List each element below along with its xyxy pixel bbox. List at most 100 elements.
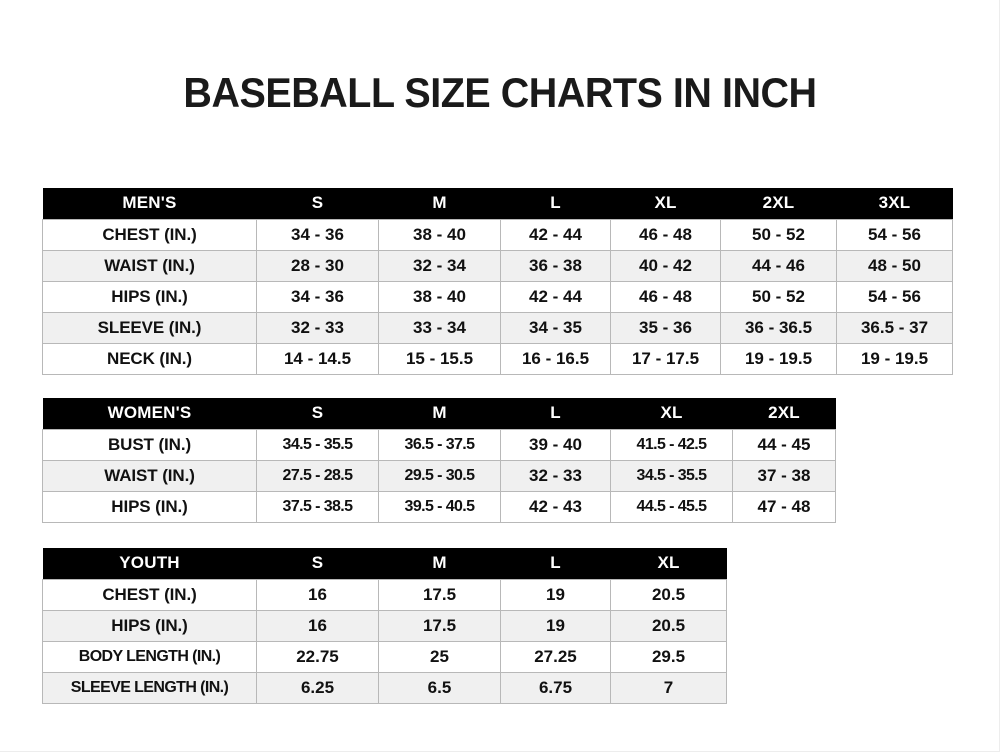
table-row: HIPS (IN.) 34 - 36 38 - 40 42 - 44 46 - 48 50… xyxy=(42,280,953,313)
youth-table-head: YOUTH S M L XL xyxy=(42,548,727,579)
womens-header-size-l: L xyxy=(500,398,611,429)
measurement-cell: 36 - 36.5 xyxy=(720,311,837,344)
measurement-cell: 38 - 40 xyxy=(378,280,501,313)
measurement-cell: 46 - 48 xyxy=(610,280,721,313)
measurement-cell: 27.5 - 28.5 xyxy=(256,459,379,492)
table-row: WAIST (IN.) 28 - 30 32 - 34 36 - 38 40 - 42 4… xyxy=(42,249,953,282)
row-label: SLEEVE LENGTH (IN.) xyxy=(42,671,257,704)
measurement-cell: 7 xyxy=(610,671,727,704)
measurement-cell: 27.25 xyxy=(500,640,611,673)
row-label: WAIST (IN.) xyxy=(42,249,257,282)
measurement-cell: 46 - 48 xyxy=(610,218,721,251)
measurement-cell: 19 xyxy=(500,609,611,642)
measurement-cell: 44 - 45 xyxy=(732,428,836,461)
measurement-cell: 41.5 - 42.5 xyxy=(610,428,733,461)
measurement-cell: 40 - 42 xyxy=(610,249,721,282)
measurement-cell: 39 - 40 xyxy=(500,428,611,461)
youth-header-size-l: L xyxy=(500,548,611,579)
measurement-cell: 35 - 36 xyxy=(610,311,721,344)
mens-size-table: MEN'S S M L XL 2XL 3XL CHEST (IN.) 34 - 3… xyxy=(42,188,953,375)
measurement-cell: 50 - 52 xyxy=(720,280,837,313)
youth-header-size-s: S xyxy=(256,548,379,579)
measurement-cell: 42 - 44 xyxy=(500,218,611,251)
measurement-cell: 20.5 xyxy=(610,609,727,642)
womens-table-head: WOMEN'S S M L XL 2XL xyxy=(42,398,836,429)
measurement-cell: 50 - 52 xyxy=(720,218,837,251)
measurement-cell: 37.5 - 38.5 xyxy=(256,490,379,523)
measurement-cell: 28 - 30 xyxy=(256,249,379,282)
measurement-cell: 37 - 38 xyxy=(732,459,836,492)
womens-header-size-s: S xyxy=(256,398,379,429)
womens-header-size-xl: XL xyxy=(610,398,733,429)
womens-table-body: BUST (IN.) 34.5 - 35.5 36.5 - 37.5 39 - 40 4… xyxy=(42,428,836,523)
measurement-cell: 16 xyxy=(256,578,379,611)
row-label: HIPS (IN.) xyxy=(42,609,257,642)
measurement-cell: 16 - 16.5 xyxy=(500,342,611,375)
measurement-cell: 42 - 44 xyxy=(500,280,611,313)
measurement-cell: 34.5 - 35.5 xyxy=(256,428,379,461)
measurement-cell: 20.5 xyxy=(610,578,727,611)
row-label: BUST (IN.) xyxy=(42,428,257,461)
measurement-cell: 15 - 15.5 xyxy=(378,342,501,375)
measurement-cell: 29.5 xyxy=(610,640,727,673)
womens-header-label: WOMEN'S xyxy=(42,398,257,429)
measurement-cell: 19 - 19.5 xyxy=(836,342,953,375)
womens-size-table: WOMEN'S S M L XL 2XL BUST (IN.) 34.5 - 35… xyxy=(42,398,836,523)
youth-header-row: YOUTH S M L XL xyxy=(42,548,727,579)
measurement-cell: 14 - 14.5 xyxy=(256,342,379,375)
measurement-cell: 44.5 - 45.5 xyxy=(610,490,733,523)
measurement-cell: 36.5 - 37 xyxy=(836,311,953,344)
measurement-cell: 17.5 xyxy=(378,578,501,611)
row-label: NECK (IN.) xyxy=(42,342,257,375)
measurement-cell: 6.75 xyxy=(500,671,611,704)
table-row: CHEST (IN.) 16 17.5 19 20.5 xyxy=(42,578,727,611)
mens-header-label: MEN'S xyxy=(42,188,257,219)
row-label: CHEST (IN.) xyxy=(42,578,257,611)
measurement-cell: 33 - 34 xyxy=(378,311,501,344)
youth-header-size-m: M xyxy=(378,548,501,579)
measurement-cell: 6.25 xyxy=(256,671,379,704)
table-row: BUST (IN.) 34.5 - 35.5 36.5 - 37.5 39 - 40 4… xyxy=(42,428,836,461)
mens-header-size-3xl: 3XL xyxy=(836,188,953,219)
measurement-cell: 54 - 56 xyxy=(836,218,953,251)
table-row: HIPS (IN.) 16 17.5 19 20.5 xyxy=(42,609,727,642)
row-label: CHEST (IN.) xyxy=(42,218,257,251)
womens-header-size-m: M xyxy=(378,398,501,429)
page-title: BASEBALL SIZE CHARTS IN INCH xyxy=(183,69,817,116)
measurement-cell: 36.5 - 37.5 xyxy=(378,428,501,461)
measurement-cell: 34 - 35 xyxy=(500,311,611,344)
row-label: SLEEVE (IN.) xyxy=(42,311,257,344)
mens-header-size-m: M xyxy=(378,188,501,219)
table-row: CHEST (IN.) 34 - 36 38 - 40 42 - 44 46 - 48 5… xyxy=(42,218,953,251)
measurement-cell: 32 - 33 xyxy=(500,459,611,492)
mens-header-size-s: S xyxy=(256,188,379,219)
table-row: HIPS (IN.) 37.5 - 38.5 39.5 - 40.5 42 - 43 4… xyxy=(42,490,836,523)
measurement-cell: 44 - 46 xyxy=(720,249,837,282)
measurement-cell: 19 - 19.5 xyxy=(720,342,837,375)
measurement-cell: 32 - 33 xyxy=(256,311,379,344)
measurement-cell: 34 - 36 xyxy=(256,218,379,251)
row-label: HIPS (IN.) xyxy=(42,280,257,313)
row-label: BODY LENGTH (IN.) xyxy=(42,640,257,673)
table-row: SLEEVE LENGTH (IN.) 6.25 6.5 6.75 7 xyxy=(42,671,727,704)
measurement-cell: 42 - 43 xyxy=(500,490,611,523)
measurement-cell: 32 - 34 xyxy=(378,249,501,282)
mens-header-size-xl: XL xyxy=(610,188,721,219)
womens-header-size-2xl: 2XL xyxy=(732,398,836,429)
measurement-cell: 22.75 xyxy=(256,640,379,673)
measurement-cell: 25 xyxy=(378,640,501,673)
measurement-cell: 29.5 - 30.5 xyxy=(378,459,501,492)
measurement-cell: 39.5 - 40.5 xyxy=(378,490,501,523)
mens-header-size-l: L xyxy=(500,188,611,219)
measurement-cell: 54 - 56 xyxy=(836,280,953,313)
measurement-cell: 34.5 - 35.5 xyxy=(610,459,733,492)
measurement-cell: 19 xyxy=(500,578,611,611)
mens-table-body: CHEST (IN.) 34 - 36 38 - 40 42 - 44 46 - 48 5… xyxy=(42,218,953,375)
row-label: HIPS (IN.) xyxy=(42,490,257,523)
youth-size-table: YOUTH S M L XL CHEST (IN.) 16 17.5 19 20.5 HI… xyxy=(42,548,727,704)
row-label: WAIST (IN.) xyxy=(42,459,257,492)
table-row: NECK (IN.) 14 - 14.5 15 - 15.5 16 - 16.5 17 … xyxy=(42,342,953,375)
mens-table-head: MEN'S S M L XL 2XL 3XL xyxy=(42,188,953,219)
measurement-cell: 36 - 38 xyxy=(500,249,611,282)
